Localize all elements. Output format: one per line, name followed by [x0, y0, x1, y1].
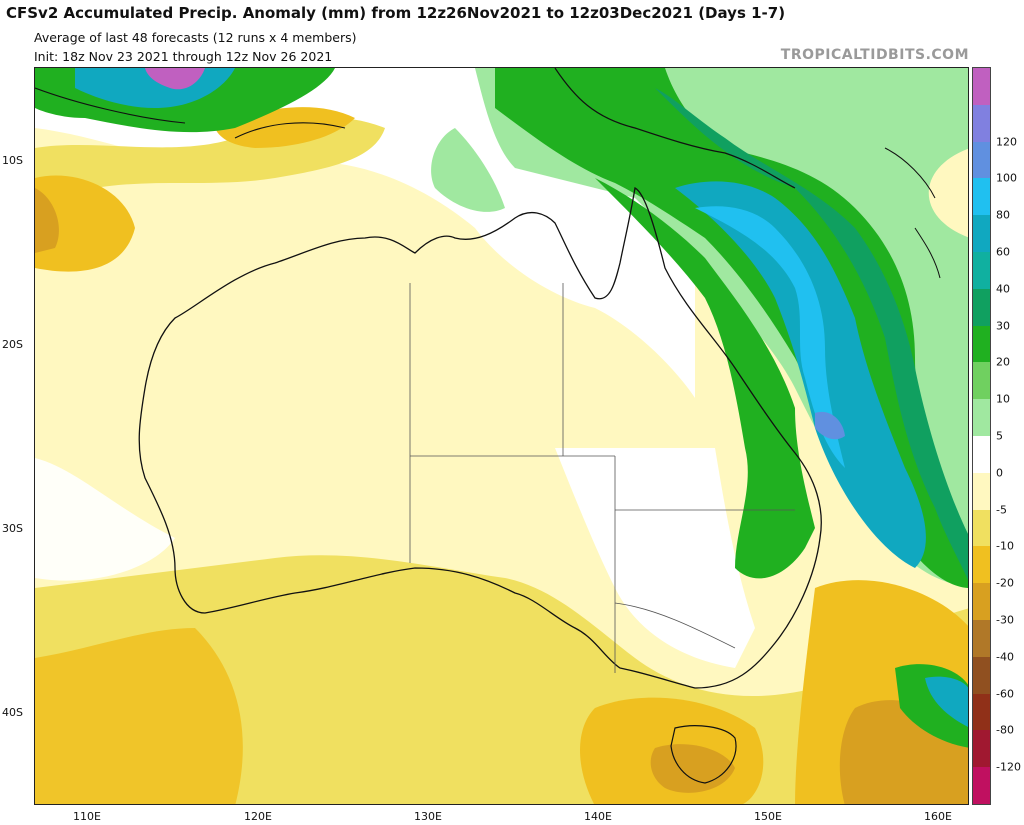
colorbar-swatch	[973, 104, 990, 142]
colorbar-label: 100	[996, 171, 1017, 185]
dry-deep-west	[35, 175, 135, 272]
lon-label-150e: 150E	[754, 810, 782, 823]
colorbar-label: -40	[996, 650, 1014, 664]
colorbar-swatch	[973, 178, 990, 216]
colorbar-label: 20	[996, 355, 1010, 369]
lon-label-160e: 160E	[924, 810, 952, 823]
init-info: Init: 18z Nov 23 2021 through 12z Nov 26…	[34, 49, 333, 64]
neutral-zone-west	[35, 458, 175, 581]
colorbar-label: 10	[996, 392, 1010, 406]
colorbar-swatch	[973, 693, 990, 731]
colorbar-swatch	[973, 583, 990, 620]
colorbar-label: 0	[996, 466, 1003, 480]
site-credit[interactable]: TROPICALTIDBITS.COM	[780, 47, 969, 63]
colorbar-label: -30	[996, 613, 1014, 627]
colorbar-label: 5	[996, 429, 1003, 443]
dry-orange-west	[35, 188, 59, 253]
colorbar-label: -120	[996, 760, 1021, 774]
colorbar-label: 80	[996, 208, 1010, 222]
wet-mid-coast	[595, 178, 815, 579]
colorbar-label: 30	[996, 319, 1010, 333]
colorbar-swatch	[973, 325, 990, 363]
map-canvas	[35, 68, 968, 804]
new-guinea-coastline	[554, 68, 796, 189]
lat-label-30s: 30S	[2, 522, 23, 535]
colorbar-swatch	[973, 251, 990, 289]
colorbar-swatch	[973, 546, 990, 584]
colorbar-swatch	[973, 141, 990, 179]
colorbar-swatch	[973, 656, 990, 694]
colorbar-swatch	[973, 399, 990, 436]
colorbar-label: -80	[996, 723, 1014, 737]
colorbar-label: -20	[996, 576, 1014, 590]
timor-coastline	[234, 122, 346, 139]
lon-label-110e: 110E	[73, 810, 101, 823]
lat-label-20s: 20S	[2, 338, 23, 351]
colorbar-swatch	[973, 509, 990, 547]
colorbar-swatch	[973, 215, 990, 252]
colorbar-swatch	[973, 68, 990, 105]
wet-cyan-east	[695, 206, 845, 468]
colorbar-swatch	[973, 362, 990, 400]
lon-label-140e: 140E	[584, 810, 612, 823]
colorbar-swatch	[973, 767, 990, 804]
map-subtitle: Average of last 48 forecasts (12 runs x …	[34, 30, 357, 45]
pacific-islands	[884, 147, 941, 279]
tasmania-coastline	[670, 725, 737, 784]
colorbar-label: 120	[996, 135, 1017, 149]
colorbar-label: 40	[996, 282, 1010, 296]
lon-label-120e: 120E	[244, 810, 272, 823]
colorbar-label: -5	[996, 503, 1007, 517]
colorbar-swatch	[973, 435, 990, 473]
wet-teal-east	[675, 181, 926, 568]
dry-orange-tasmania	[650, 744, 735, 793]
map-title: CFSv2 Accumulated Precip. Anomaly (mm) f…	[6, 4, 786, 22]
lat-label-10s: 10S	[2, 154, 23, 167]
wet-green-north	[431, 128, 505, 212]
dry-deep-south-west	[35, 628, 243, 804]
australia-coastline	[138, 187, 822, 689]
colorbar	[972, 67, 991, 805]
colorbar-label: 60	[996, 245, 1010, 259]
wet-teal-se	[925, 676, 968, 727]
colorbar-label: -10	[996, 539, 1014, 553]
precip-anomaly-map	[34, 67, 969, 805]
lon-label-130e: 130E	[414, 810, 442, 823]
colorbar-swatch	[973, 288, 990, 326]
colorbar-label: -60	[996, 687, 1014, 701]
colorbar-swatch	[973, 619, 990, 657]
state-borders	[409, 283, 795, 673]
wet-purple-java	[145, 68, 205, 90]
colorbar-swatch	[973, 730, 990, 768]
neutral-zone-east	[555, 448, 755, 668]
wet-blue-core	[815, 411, 845, 440]
colorbar-swatch	[973, 472, 990, 510]
lat-label-40s: 40S	[2, 706, 23, 719]
wet-deep-band	[655, 88, 968, 581]
java-coastline	[35, 87, 186, 124]
